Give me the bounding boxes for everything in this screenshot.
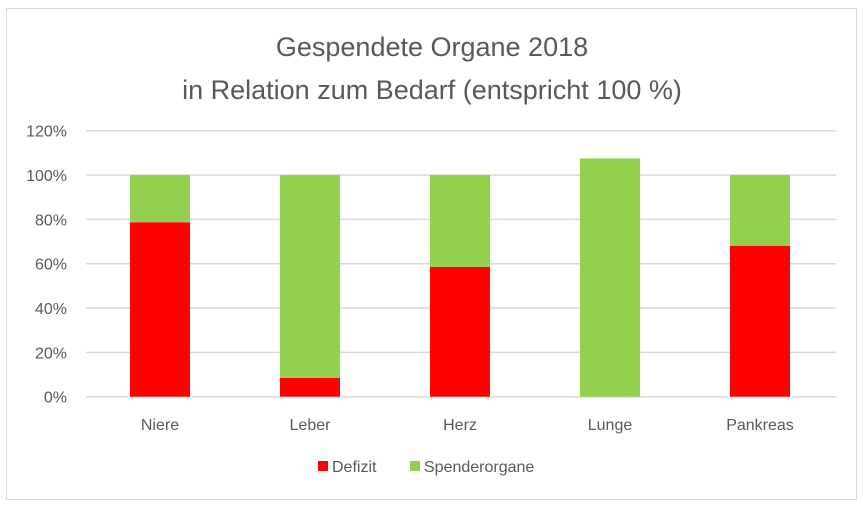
legend-label: Defizit	[332, 459, 377, 476]
y-axis-ticks: 0% 20% 40% 60% 80% 100% 120%	[26, 124, 67, 407]
bar-spenderorgane-leber	[280, 175, 340, 378]
legend-swatch-spenderorgane	[410, 461, 420, 471]
bar-spenderorgane-lunge	[580, 158, 640, 397]
legend: Defizit Spenderorgane	[318, 459, 534, 476]
chart-title: Gespendete Organe 2018	[276, 32, 588, 62]
bar-defizit-niere	[130, 222, 190, 397]
x-category-label: Niere	[141, 417, 179, 434]
bar-spenderorgane-pankreas	[730, 175, 790, 246]
y-tick-label: 20%	[35, 345, 67, 362]
bar-defizit-herz	[430, 266, 490, 397]
bar-defizit-leber	[280, 377, 340, 397]
y-tick-label: 40%	[35, 301, 67, 318]
bar-defizit-pankreas	[730, 245, 790, 397]
bars	[130, 158, 790, 397]
legend-swatch-defizit	[318, 461, 328, 471]
y-tick-label: 0%	[44, 390, 67, 407]
bar-spenderorgane-herz	[430, 175, 490, 267]
y-tick-label: 60%	[35, 257, 67, 274]
bar-spenderorgane-niere	[130, 175, 190, 223]
x-category-label: Leber	[290, 417, 332, 434]
legend-label: Spenderorgane	[424, 459, 534, 476]
x-axis-categories: Niere Leber Herz Lunge Pankreas	[141, 417, 794, 434]
x-category-label: Pankreas	[726, 417, 794, 434]
x-category-label: Herz	[443, 417, 477, 434]
y-tick-label: 80%	[35, 212, 67, 229]
x-category-label: Lunge	[588, 417, 633, 434]
chart-subtitle: in Relation zum Bedarf (entspricht 100 %…	[182, 75, 682, 105]
y-tick-label: 120%	[26, 124, 67, 141]
y-tick-label: 100%	[26, 168, 67, 185]
